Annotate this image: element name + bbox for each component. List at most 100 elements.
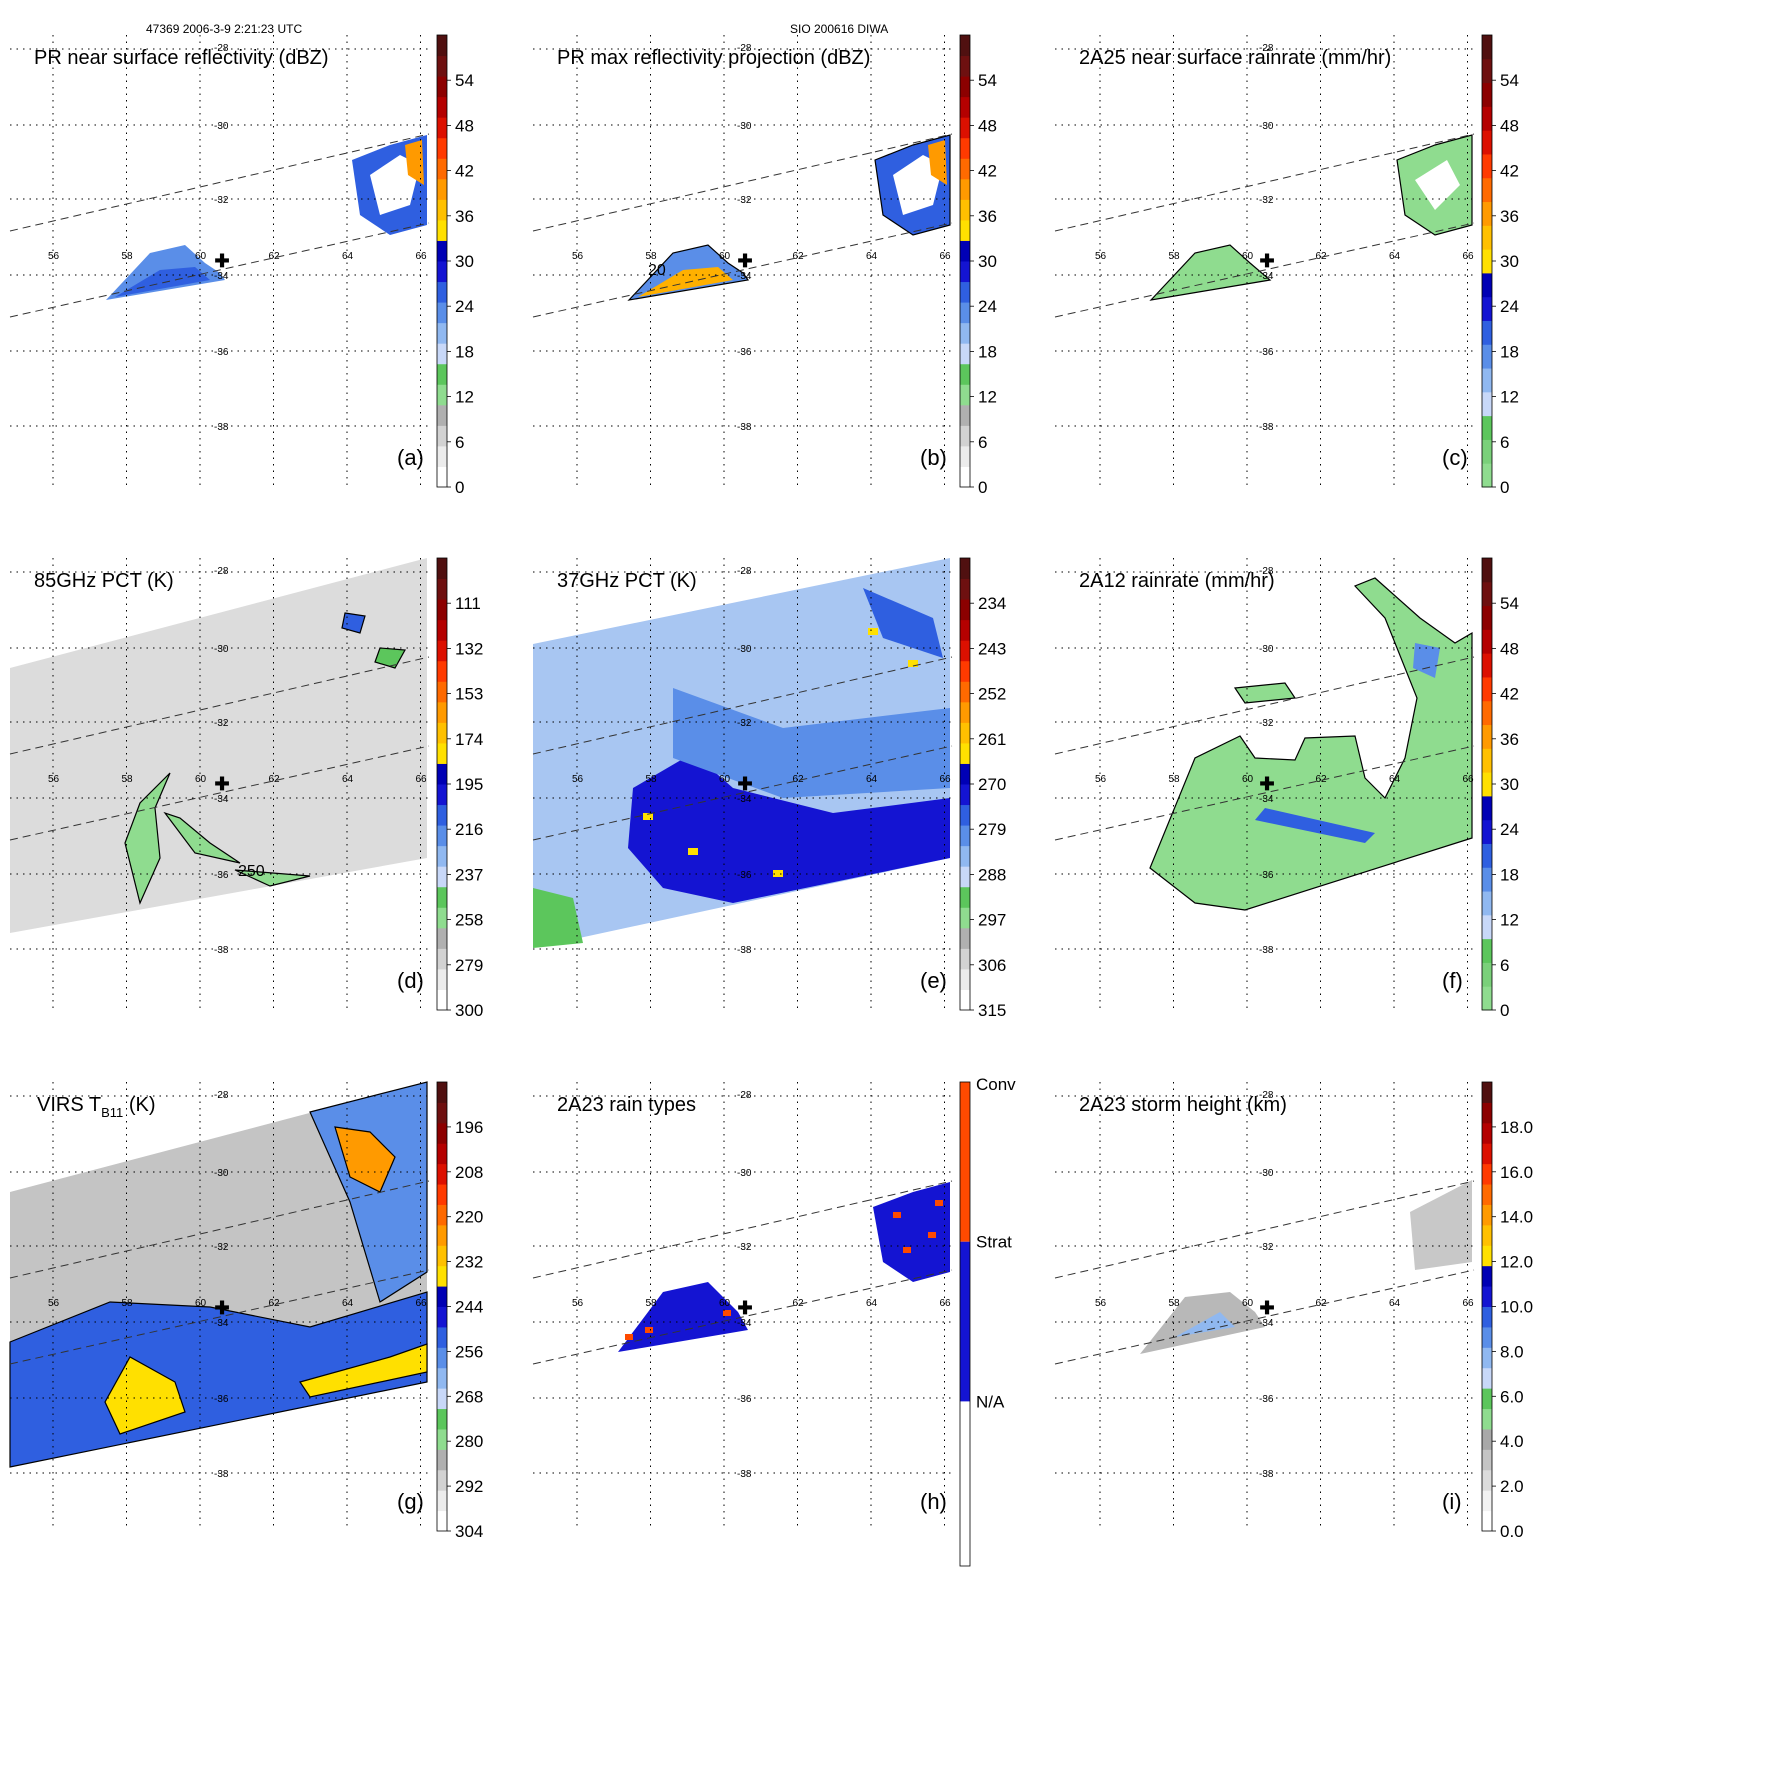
rain-area: [124, 772, 171, 905]
colorbar-segment: [437, 384, 447, 406]
panel-g: -28 -30 -32 -34 -36 -38 56 58 60 62 64 66 ✚ VIRS TB11…: [9, 1081, 483, 1541]
lat-label: -32: [1259, 1242, 1274, 1253]
colorbar-segment: [437, 927, 447, 949]
colorbar-tick-label: 174: [455, 730, 483, 749]
colorbar-segment: [960, 927, 970, 949]
rain-area: [1149, 244, 1272, 301]
colorbar-segment: [1482, 1428, 1492, 1450]
colorbar-tick-label: 268: [455, 1387, 483, 1406]
colorbar-segment: [437, 281, 447, 303]
colorbar-segment: [437, 968, 447, 990]
colorbar-segment: [960, 640, 970, 662]
colorbar-segment: [437, 825, 447, 847]
colorbar-tick-label: 258: [455, 911, 483, 930]
lat-label: -30: [214, 121, 229, 132]
rain-area: [1255, 808, 1375, 843]
colorbar-segment: [437, 178, 447, 200]
lat-label: -32: [737, 195, 752, 206]
lat-label: -32: [214, 195, 229, 206]
colorbar-segment: [960, 117, 970, 139]
high-value-pixel: [868, 628, 878, 635]
lon-label: 58: [1169, 251, 1181, 262]
lat-label: -32: [1259, 195, 1274, 206]
colorbar-tick-label: 306: [978, 956, 1006, 975]
colorbar-segment: [960, 558, 970, 580]
colorbar-tick-label: 36: [455, 207, 474, 226]
colorbar-tick-label: 48: [455, 116, 474, 135]
colorbar-segment: [1482, 1122, 1492, 1144]
rain-area: [374, 647, 406, 669]
colorbar-tick-label: 42: [978, 162, 997, 181]
colorbar-segment: [960, 445, 970, 467]
colorbar-segment: [437, 1143, 447, 1165]
colorbar-tick-label: 18.0: [1500, 1118, 1533, 1137]
colorbar-segment: [437, 1388, 447, 1410]
colorbar-tick-label: 12.0: [1500, 1253, 1533, 1272]
lon-label: 62: [269, 251, 281, 262]
colorbar-segment: [437, 1469, 447, 1491]
colorbar-tick-label: 300: [455, 1001, 483, 1020]
lat-label: -34: [214, 794, 229, 805]
colorbar-segment: [437, 158, 447, 180]
lon-label: 62: [793, 774, 805, 785]
lat-label: -38: [1259, 945, 1274, 956]
lat-label: -32: [737, 718, 752, 729]
swath-edge-line: [532, 745, 953, 841]
swath-edge-line: [1054, 133, 1475, 232]
colorbar-tick-label: 304: [455, 1522, 483, 1541]
convective-pixel: [928, 1232, 936, 1238]
storm-center-marker: ✚: [737, 251, 752, 271]
colorbar-tick-label: 24: [978, 297, 997, 316]
lon-label: 66: [416, 251, 428, 262]
colorbar-segment: [960, 722, 970, 744]
colorbar-tick-label: 30: [1500, 252, 1519, 271]
colorbar-segment: [1482, 201, 1492, 226]
panel-letter: (b): [920, 445, 947, 470]
lon-label: 64: [342, 251, 354, 262]
colorbar-segment: [1482, 819, 1492, 844]
rain-area: [863, 588, 943, 658]
panel-e: -28 -30 -32 -34 -36 -38 56 58 60 62 64 66 ✚ 37GHz PCT…: [532, 557, 1006, 1020]
rain-area: [1415, 160, 1460, 210]
colorbar-segment: [1482, 772, 1492, 797]
colorbar-tick-label: 216: [455, 820, 483, 839]
colorbar-segment: [437, 1163, 447, 1185]
colorbar-segment: [437, 76, 447, 98]
colorbar-segment: [960, 425, 970, 447]
colorbar-segment: [437, 866, 447, 888]
colorbar-segment: [1482, 653, 1492, 678]
panel-title-subscript: B11: [101, 1105, 123, 1120]
colorbar-segment: [1482, 439, 1492, 464]
rain-area: [618, 1282, 748, 1352]
colorbar-segment: [437, 137, 447, 159]
panel-h: -28 -30 -32 -34 -36 -38 56 58 60 62 64 66 ✚ 2A23 rain…: [532, 1075, 1016, 1567]
lon-label: 64: [1389, 1298, 1401, 1309]
swath-edge-line: [1054, 656, 1475, 755]
colorbar-segment: [1482, 368, 1492, 393]
panel-title-tail: (K): [123, 1094, 155, 1116]
colorbar-segment: [1482, 605, 1492, 630]
colorbar-tick-label: 0: [1500, 478, 1509, 497]
lat-label: -34: [737, 794, 752, 805]
lat-label: -38: [1259, 422, 1274, 433]
lon-label: 62: [1316, 251, 1328, 262]
colorbar-segment: [1482, 1082, 1492, 1103]
colorbar-segment: [960, 763, 970, 785]
lat-label: -36: [214, 1394, 229, 1405]
colorbar-segment: [960, 948, 970, 970]
colorbar-segment: [1482, 962, 1492, 987]
colorbar-segment: [437, 907, 447, 929]
colorbar-segment: [1482, 1245, 1492, 1267]
colorbar-tick-label: 292: [455, 1477, 483, 1496]
colorbar-segment: [1482, 344, 1492, 369]
colorbar-segment: [960, 701, 970, 723]
panel-i: -28 -30 -32 -34 -36 -38 56 58 60 62 64 66 ✚ 2A23 stor…: [1054, 1081, 1533, 1541]
colorbar-segment: [1482, 1306, 1492, 1328]
lon-label: 66: [1463, 251, 1475, 262]
colorbar-segment: [437, 363, 447, 385]
panel-d: -28 -30 -32 -34 -36 -38 56 58 60 62 64 66 ✚ 85GHz PCT…: [9, 557, 483, 1020]
lat-label: -36: [214, 347, 229, 358]
lat-label: -36: [737, 347, 752, 358]
